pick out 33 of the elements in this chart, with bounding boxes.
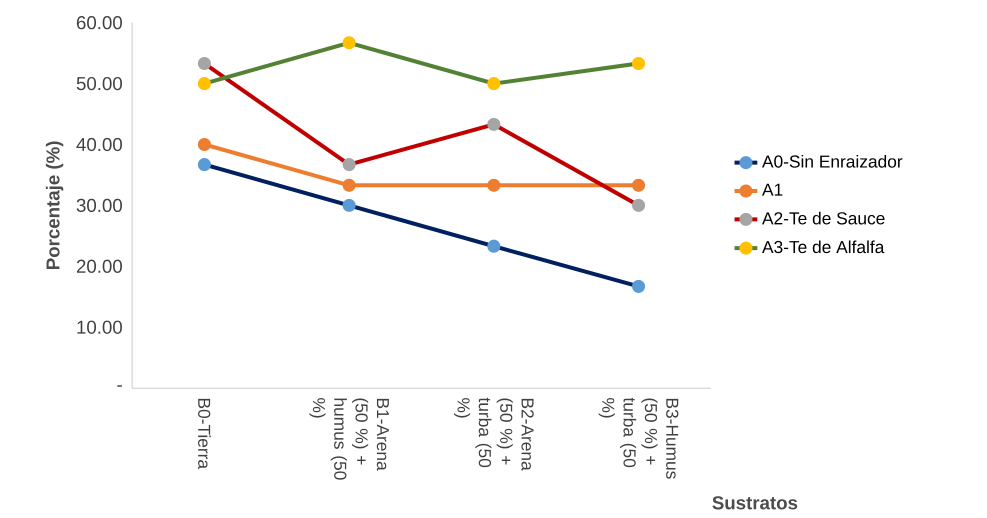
point (198, 158, 211, 172)
y-tick-label: 20.00 (76, 260, 122, 274)
point (198, 57, 211, 70)
x-axis-title: Sustratos (712, 496, 798, 510)
x-tick-label: B0-Tierra (198, 399, 211, 470)
y-tick-label: 10.00 (77, 320, 122, 334)
y-axis-title: Porcentaje (%) (46, 142, 64, 270)
legend-label: A3-Te de Alfalfa (762, 240, 884, 254)
point (342, 179, 356, 192)
x-tick-label: B1-Arena (50 %) + humus (50 %) (309, 398, 389, 480)
legend-label: A2-Te de Sauce (762, 212, 885, 225)
point (487, 118, 500, 132)
legend-label: A1 (762, 184, 782, 196)
x-tick-label: B2-Arena (50 %) + turba (50 %) (454, 398, 534, 471)
point (342, 36, 356, 50)
point (487, 77, 500, 90)
point (487, 179, 500, 192)
point (198, 138, 211, 152)
y-tick-label: - (117, 386, 122, 387)
y-tick-label: 60.00 (76, 16, 122, 30)
point (342, 199, 356, 212)
y-tick-label: 50.00 (76, 77, 122, 90)
legend-label: A0-Sin Enraizador (762, 155, 902, 168)
y-tick-label: 30.00 (76, 199, 122, 212)
point (342, 158, 356, 172)
y-tick-label: 40.00 (76, 138, 122, 152)
point (487, 240, 500, 253)
point (632, 179, 646, 192)
point (632, 57, 646, 70)
point (198, 77, 211, 90)
x-tick-label: B3-Humus (50 %) + turba (50 %) (598, 398, 678, 479)
point (632, 199, 646, 212)
point (632, 280, 646, 294)
